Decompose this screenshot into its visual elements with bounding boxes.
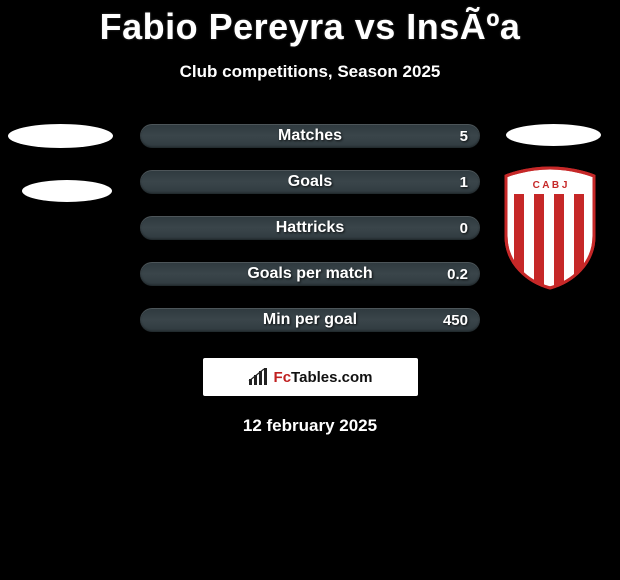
stat-row-hattricks: Hattricks 0 <box>140 216 480 240</box>
stat-label: Hattricks <box>140 219 480 237</box>
stat-label: Min per goal <box>140 311 480 329</box>
left-player-placeholders <box>8 124 120 234</box>
stat-value: 0 <box>460 220 468 237</box>
stat-row-min-per-goal: Min per goal 450 <box>140 308 480 332</box>
stat-row-goals-per-match: Goals per match 0.2 <box>140 262 480 286</box>
club-placeholder-icon <box>22 180 112 202</box>
stat-value: 450 <box>443 312 468 329</box>
stat-value: 0.2 <box>447 266 468 283</box>
player-placeholder-icon <box>8 124 113 148</box>
svg-text:C A B J: C A B J <box>533 180 568 191</box>
page-title: Fabio Pereyra vs InsÃºa <box>0 0 620 48</box>
stat-rows: Matches 5 Goals 1 Hattricks 0 Goals per … <box>140 124 480 332</box>
brand-text: Fc Tables.com <box>274 369 373 386</box>
stat-label: Goals per match <box>140 265 480 283</box>
player-placeholder-icon <box>506 124 601 146</box>
stat-label: Matches <box>140 127 480 145</box>
stat-label: Goals <box>140 173 480 191</box>
bar-chart-icon <box>248 367 268 387</box>
infographic-date: 12 february 2025 <box>0 416 620 436</box>
stat-value: 1 <box>460 174 468 191</box>
stat-row-goals: Goals 1 <box>140 170 480 194</box>
stat-value: 5 <box>460 128 468 145</box>
subtitle: Club competitions, Season 2025 <box>0 62 620 82</box>
brand-prefix: Fc <box>274 369 292 386</box>
right-player-placeholders: C A B J <box>500 124 612 290</box>
brand-banner: Fc Tables.com <box>203 358 418 396</box>
stats-area: C A B J Matches 5 Goals 1 Hattricks 0 Go… <box>0 124 620 332</box>
club-badge-icon: C A B J <box>500 166 600 290</box>
stat-row-matches: Matches 5 <box>140 124 480 148</box>
brand-rest: Tables.com <box>291 369 372 386</box>
